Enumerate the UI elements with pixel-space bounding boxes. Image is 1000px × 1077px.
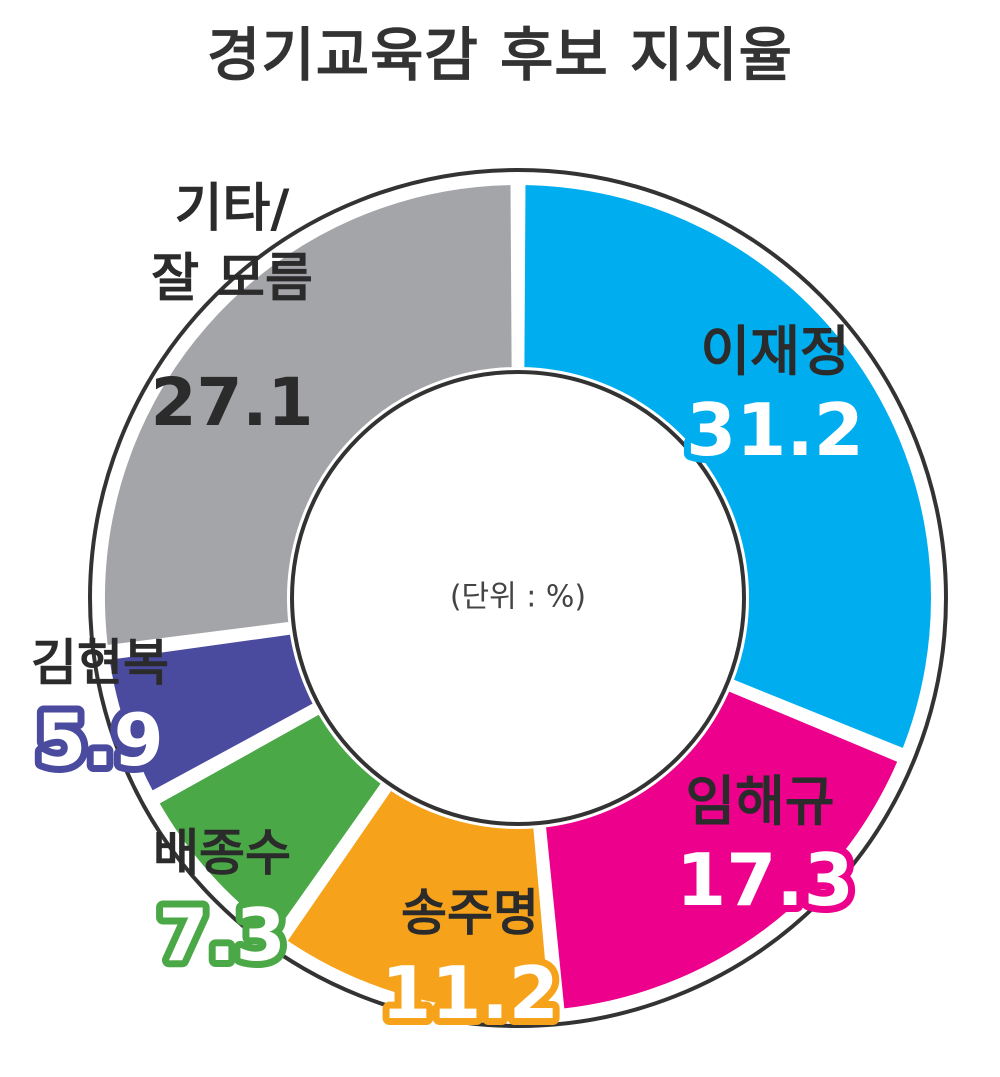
slice-value-label: 17.3 (676, 838, 854, 922)
inner-hole (290, 370, 746, 826)
slice-value-label: 5.9 (36, 698, 164, 782)
slice-value-label: 7.3 (158, 893, 286, 977)
slice-name-label: 기타/잘 모름 (151, 179, 313, 309)
outer-ring (88, 168, 948, 1028)
chart-title: 경기교육감 후보 지지율 (207, 21, 793, 89)
slice-name-label: 임해규 (685, 770, 834, 833)
slice-name-label: 배종수 (153, 824, 291, 882)
slice-name-label: 송주명 (401, 884, 539, 942)
unit-note: (단위 : %) (450, 580, 586, 615)
slice-value-label: 27.1 (151, 364, 314, 441)
slice-name-label: 이재정 (700, 320, 849, 383)
slice-value-label: 11.2 (381, 951, 559, 1035)
slice-value-label: 31.2 (686, 388, 864, 472)
slice-name-label: 김현복 (31, 634, 169, 692)
